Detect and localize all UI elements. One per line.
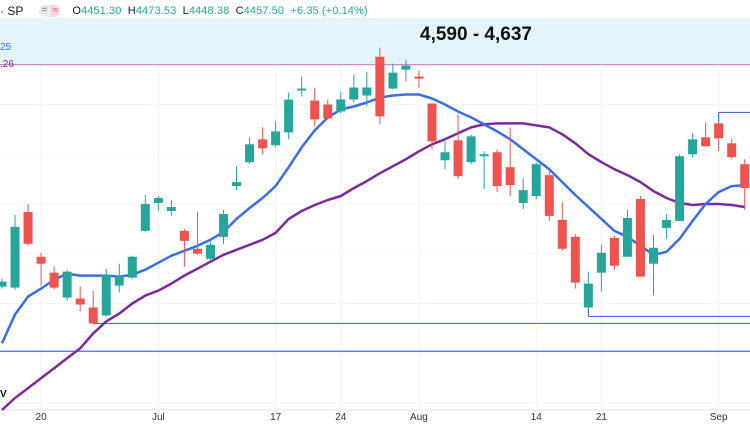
compare-button[interactable]: ≈ xyxy=(50,5,61,17)
candle-up xyxy=(232,182,242,187)
zone-label: 4,590 - 4,637 xyxy=(420,24,532,45)
candle-down xyxy=(75,298,85,305)
candle-down xyxy=(701,137,711,147)
x-tick-label: 24 xyxy=(335,412,347,423)
candle-up xyxy=(596,252,606,273)
partial-label: V xyxy=(0,389,7,400)
candle-up xyxy=(466,136,476,163)
ma-slow-line xyxy=(1,122,745,411)
candle-down xyxy=(557,219,567,249)
candle-up xyxy=(336,99,346,112)
x-tick-label: 14 xyxy=(530,412,542,423)
candle-up xyxy=(688,139,698,155)
x-tick-label: 17 xyxy=(270,412,282,423)
candle-down xyxy=(192,248,202,254)
candle-down xyxy=(323,104,333,119)
candle-up xyxy=(649,247,658,264)
candle-down xyxy=(727,143,737,158)
candle-down xyxy=(179,230,189,241)
candle-up xyxy=(114,275,124,286)
ma-slow-label: .26 xyxy=(0,59,14,70)
candle-up xyxy=(401,65,411,70)
high-label: H xyxy=(127,5,136,17)
candle-up xyxy=(127,256,137,278)
close-value: 4457.50 xyxy=(243,5,285,17)
candle-up xyxy=(675,156,685,221)
open-value: 4451.30 xyxy=(81,5,122,17)
x-tick-label: Sep xyxy=(709,412,728,423)
candle-up xyxy=(10,226,20,288)
candle-down xyxy=(375,56,385,117)
candle-down xyxy=(23,211,33,244)
candle-down xyxy=(492,152,502,187)
candle-up xyxy=(662,219,672,228)
change-value: +6.35 (+0.14%) xyxy=(290,5,368,17)
candle-down xyxy=(740,164,750,189)
candle-down xyxy=(635,199,645,277)
candle-down xyxy=(258,139,268,149)
candle-up xyxy=(101,274,111,316)
x-tick-label: Jul xyxy=(151,412,165,423)
x-tick-label: 21 xyxy=(595,412,607,423)
candle-up xyxy=(440,152,450,161)
candle-up xyxy=(388,72,398,89)
candle-down xyxy=(609,237,619,266)
symbol-name[interactable]: · SP xyxy=(0,4,24,18)
candle-down xyxy=(505,167,515,186)
candle-up xyxy=(518,190,528,204)
candle-up xyxy=(297,88,307,91)
ohlc-readout: O4451.30 H4473.53 L4448.38 C4457.50 +6.3… xyxy=(72,5,367,17)
candle-up xyxy=(284,99,294,133)
resistance-zone xyxy=(0,17,750,65)
candle-up xyxy=(583,283,593,308)
candle-down xyxy=(88,307,98,324)
candle-up xyxy=(219,213,229,237)
x-tick-label: 20 xyxy=(35,412,47,423)
candle-down xyxy=(544,175,554,216)
candle-down xyxy=(310,100,320,120)
collapse-button[interactable]: = xyxy=(39,5,50,17)
candle-up xyxy=(205,244,215,259)
candle-down xyxy=(427,103,437,142)
candle-down xyxy=(49,272,59,288)
open-label: O xyxy=(72,5,81,17)
candle-down xyxy=(414,76,424,79)
chart-legend-header: · SP = ≈ O4451.30 H4473.53 L4448.38 C445… xyxy=(0,3,368,19)
x-tick-label: Aug xyxy=(410,412,428,423)
candle-up xyxy=(62,271,72,298)
low-value: 4448.38 xyxy=(188,5,230,17)
candle-up xyxy=(362,87,372,96)
high-value: 4473.53 xyxy=(135,5,177,17)
candle-up xyxy=(140,204,150,231)
candle-up xyxy=(531,164,541,197)
ma-fast-line xyxy=(0,93,745,344)
candle-up xyxy=(479,154,489,157)
candle-up xyxy=(245,144,255,163)
candle-up xyxy=(622,217,632,257)
candle-down xyxy=(570,236,580,283)
candle-up xyxy=(153,198,163,204)
close-label: C xyxy=(235,5,244,17)
candle-down xyxy=(453,140,463,177)
candle-up xyxy=(271,131,281,146)
candle-down xyxy=(714,123,724,139)
low-label: L xyxy=(182,5,189,17)
candle-up xyxy=(0,281,7,287)
candle-down xyxy=(36,256,46,264)
candle-up xyxy=(349,87,359,100)
ma-fast-label: 25 xyxy=(0,42,12,53)
candle-up xyxy=(166,206,176,211)
